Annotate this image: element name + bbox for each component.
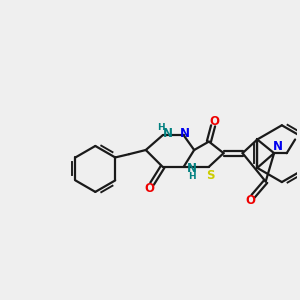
Text: S: S	[206, 169, 214, 182]
Text: O: O	[144, 182, 154, 195]
Text: H: H	[157, 122, 165, 131]
Text: N: N	[273, 140, 283, 153]
Text: O: O	[245, 194, 255, 207]
Text: N: N	[187, 162, 197, 175]
Text: N: N	[163, 127, 173, 140]
Text: O: O	[210, 115, 220, 128]
Text: N: N	[180, 127, 190, 140]
Text: H: H	[188, 172, 196, 181]
